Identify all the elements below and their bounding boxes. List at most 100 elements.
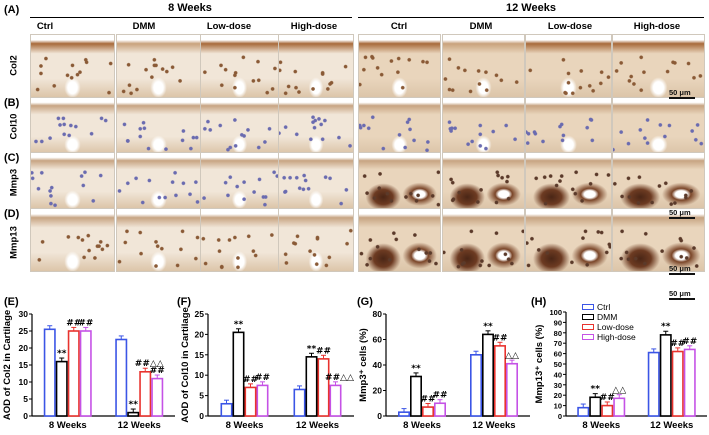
bar-ctrl-1 xyxy=(115,338,128,417)
row-label-col2: Col2 xyxy=(8,55,20,76)
significance-label: ## xyxy=(150,366,165,376)
bar-low-dose-1 xyxy=(671,350,684,417)
significance-label: ## xyxy=(316,346,331,356)
micrograph-col10-low-12w xyxy=(525,97,612,154)
col-header-low-8w: Low-dose xyxy=(206,21,252,32)
bar-high-dose-0 xyxy=(613,397,626,417)
bar-dmm-1 xyxy=(659,334,672,417)
y-axis-label: Mmp3⁺ cells (%) xyxy=(358,328,369,402)
row-label-col10: Col10 xyxy=(8,113,20,140)
legend-text-high: High-dose xyxy=(597,332,636,342)
legend-item-dmm: DMM xyxy=(582,312,636,322)
panel-label-f: (F) xyxy=(177,296,192,308)
y-tick-label: 20 xyxy=(554,391,562,400)
bar-ctrl-0 xyxy=(397,411,410,417)
bar-ctrl-0 xyxy=(220,402,233,417)
panel-label-e: (E) xyxy=(4,296,19,308)
micrograph-col2-low-8w xyxy=(200,34,279,98)
micrograph-mmp13-low-12w xyxy=(525,208,612,272)
y-tick-label: 30 xyxy=(554,381,562,390)
scale-bar-col10 xyxy=(669,217,695,219)
micrograph-col2-dmm-12w xyxy=(442,34,525,98)
y-tick-label: 25 xyxy=(19,326,29,336)
micrograph-mmp3-ctrl-8w xyxy=(30,152,115,209)
x-tick-label: 12 Weeks xyxy=(472,420,515,431)
bar-dmm-1 xyxy=(305,356,318,417)
y-tick-label: 80 xyxy=(373,309,383,319)
bar-high-dose-1 xyxy=(683,348,696,417)
y-tick-label: 10 xyxy=(195,370,205,380)
week-header-8: 8 Weeks xyxy=(168,2,212,14)
bar-high-dose-0 xyxy=(79,330,92,417)
y-tick-label: 0 xyxy=(558,412,562,421)
micrograph-col10-high-8w xyxy=(278,97,354,154)
row-label-mmp3: Mmp3 xyxy=(8,168,20,197)
significance-label: ## xyxy=(78,318,93,328)
x-tick-label: 8 Weeks xyxy=(49,420,87,431)
y-axis-label: AOD of Col10 in Cartilage xyxy=(180,307,191,423)
y-tick-label: 40 xyxy=(373,360,383,370)
bar-low-dose-0 xyxy=(422,406,435,417)
x-tick-label: 8 Weeks xyxy=(582,420,620,431)
y-tick-label: 20 xyxy=(373,386,383,396)
y-tick-label: 30 xyxy=(19,309,29,319)
bar-ctrl-1 xyxy=(647,351,660,417)
significance-label: ##△△ xyxy=(325,373,354,383)
bar-ctrl-0 xyxy=(43,328,56,417)
x-tick-label: 12 Weeks xyxy=(118,420,161,431)
col-header-dmm-8w: DMM xyxy=(132,21,156,32)
y-tick-label: 40 xyxy=(554,370,562,379)
bar-low-dose-0 xyxy=(67,330,80,417)
significance-label: ## xyxy=(682,337,697,347)
bar-ctrl-1 xyxy=(470,353,483,417)
legend-item-ctrl: Ctrl xyxy=(582,302,636,312)
legend-text-dmm: DMM xyxy=(597,312,618,322)
col-header-high-12w: High-dose xyxy=(633,21,681,32)
y-tick-label: 5 xyxy=(199,391,204,401)
legend-swatch-ctrl xyxy=(582,304,594,310)
chart-e-col2: AOD of Col2 in Cartilage 0 5 10 15 20 25 30 ** ##… xyxy=(2,309,175,431)
legend-text-low: Low-dose xyxy=(597,322,634,332)
y-tick-label: 10 xyxy=(554,402,562,411)
y-tick-label: 90 xyxy=(554,318,562,327)
bar-high-dose-1 xyxy=(151,377,164,417)
significance-label: ** xyxy=(129,400,139,410)
micrograph-col2-high-12w xyxy=(612,34,705,98)
legend-swatch-high xyxy=(582,334,594,340)
significance-label: ** xyxy=(307,344,317,354)
panel-label-b: (B) xyxy=(4,97,20,109)
y-tick-label: 20 xyxy=(195,329,205,339)
row-label-mmp13: Mmp13 xyxy=(8,226,20,259)
y-tick-label: 10 xyxy=(19,377,29,387)
significance-label: ## xyxy=(243,375,258,385)
legend-h: Ctrl DMM Low-dose High-dose xyxy=(582,302,636,342)
significance-label: ** xyxy=(483,322,493,332)
y-tick-label: 70 xyxy=(554,339,562,348)
micrograph-mmp3-low-8w xyxy=(200,152,279,209)
micrograph-col10-low-8w xyxy=(200,97,279,154)
bar-low-dose-1 xyxy=(494,345,507,417)
micrograph-mmp13-low-8w xyxy=(200,208,279,272)
bar-dmm-0 xyxy=(55,360,68,417)
micrograph-mmp13-dmm-8w xyxy=(116,208,201,272)
y-tick-label: 60 xyxy=(373,335,383,345)
bar-low-dose-0 xyxy=(244,386,257,417)
panel-label-a: (A) xyxy=(4,4,20,16)
scale-bar-label-col2: 50 μm xyxy=(669,88,691,97)
micrograph-col2-ctrl-8w xyxy=(30,34,115,98)
significance-label: ## xyxy=(255,373,270,383)
col-header-high-8w: High-dose xyxy=(290,21,338,32)
significance-label: ** xyxy=(57,349,67,359)
legend-swatch-dmm xyxy=(582,314,594,320)
significance-label: ## xyxy=(66,318,81,328)
micrograph-col10-dmm-12w xyxy=(442,97,525,154)
legend-text-ctrl: Ctrl xyxy=(597,302,611,312)
bar-high-dose-0 xyxy=(256,384,269,417)
micrograph-mmp13-dmm-12w xyxy=(442,208,525,272)
bar-ctrl-0 xyxy=(577,406,590,417)
micrograph-col10-ctrl-8w xyxy=(30,97,115,154)
week-rule-12 xyxy=(358,17,704,18)
micrograph-mmp13-ctrl-12w xyxy=(358,208,441,272)
significance-label: ## xyxy=(432,391,447,401)
scale-bar-label-mmp13: 50 μm xyxy=(669,289,691,298)
